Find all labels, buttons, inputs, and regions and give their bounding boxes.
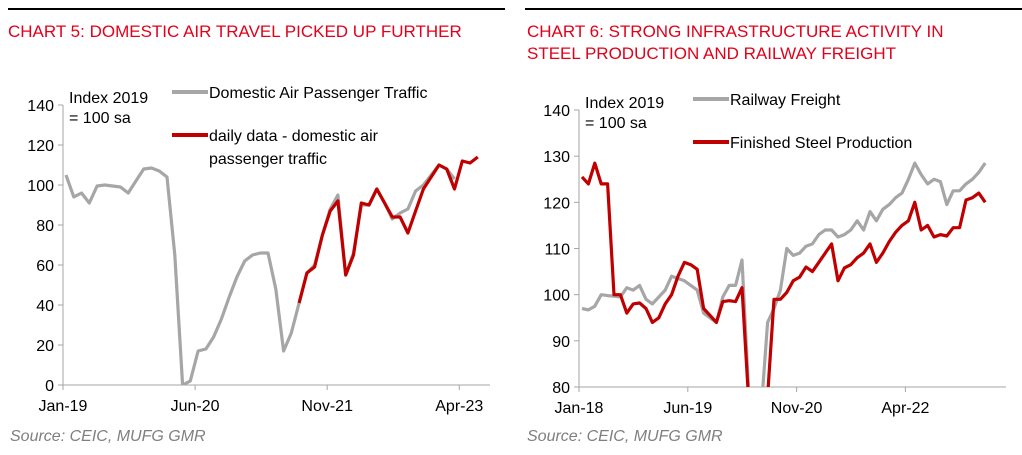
- y-tick-label: 100: [27, 178, 54, 195]
- chart6: 80 90 100 110 120 130 140 Jan-18 Jun-19 Nov-20 Apr…: [543, 92, 1006, 417]
- y-tick-label: 80: [36, 218, 54, 235]
- x-tick-label: Apr-23: [435, 398, 483, 415]
- y-tick-label: 120: [27, 138, 54, 155]
- y-tick-label: 100: [543, 288, 570, 305]
- x-tick-label: Jan-19: [39, 398, 88, 415]
- y-tick-label: 0: [45, 378, 54, 395]
- series-line-0: [64, 163, 456, 385]
- series-line-0: [581, 161, 987, 387]
- chart6-title: CHART 6: STRONG INFRASTRUCTURE ACTIVITY …: [527, 22, 944, 63]
- title-rule-left: [8, 8, 505, 10]
- x-tick-label: Jan-18: [555, 400, 604, 417]
- chart5-source: Source: CEIC, MUFG GMR: [10, 428, 206, 445]
- x-tick-label: Nov-21: [301, 398, 353, 415]
- y-tick-label: 40: [36, 298, 54, 315]
- y-tick-label: 140: [27, 98, 54, 115]
- x-tick-label: Jun-20: [171, 398, 220, 415]
- y-tick-label: 120: [543, 195, 570, 212]
- x-tick-label: Jun-19: [663, 400, 712, 417]
- y-tick-label: 20: [36, 338, 54, 355]
- index-note: Index 2019: [585, 95, 664, 112]
- chart5-title: CHART 5: DOMESTIC AIR TRAVEL PICKED UP F…: [8, 22, 462, 41]
- legend-label: Domestic Air Passenger Traffic: [209, 85, 427, 102]
- y-tick-label: 60: [36, 258, 54, 275]
- series-line-1: [580, 161, 987, 387]
- legend-label: daily data - domestic air: [209, 128, 379, 145]
- x-tick-label: Apr-22: [881, 400, 929, 417]
- series-line-1: [297, 155, 479, 304]
- y-tick-label: 90: [552, 334, 570, 351]
- legend-label: Finished Steel Production: [730, 135, 912, 152]
- chart5: 0 20 40 60 80 100 120 140 Jan-19 Jun-20 Nov-21 Apr-…: [27, 85, 490, 415]
- y-tick-label: 130: [543, 149, 570, 166]
- y-tick-label: 80: [552, 380, 570, 397]
- index-note: = 100 sa: [585, 115, 647, 132]
- y-tick-label: 140: [543, 103, 570, 120]
- index-note: Index 2019: [69, 90, 148, 107]
- y-tick-label: 110: [544, 242, 570, 259]
- index-note: = 100 sa: [69, 110, 131, 127]
- chart6-source: Source: CEIC, MUFG GMR: [527, 428, 723, 445]
- legend-label: Railway Freight: [730, 92, 841, 109]
- title-rule-right: [525, 8, 1022, 10]
- x-tick-label: Nov-20: [771, 400, 823, 417]
- legend-label: passenger traffic: [209, 151, 327, 168]
